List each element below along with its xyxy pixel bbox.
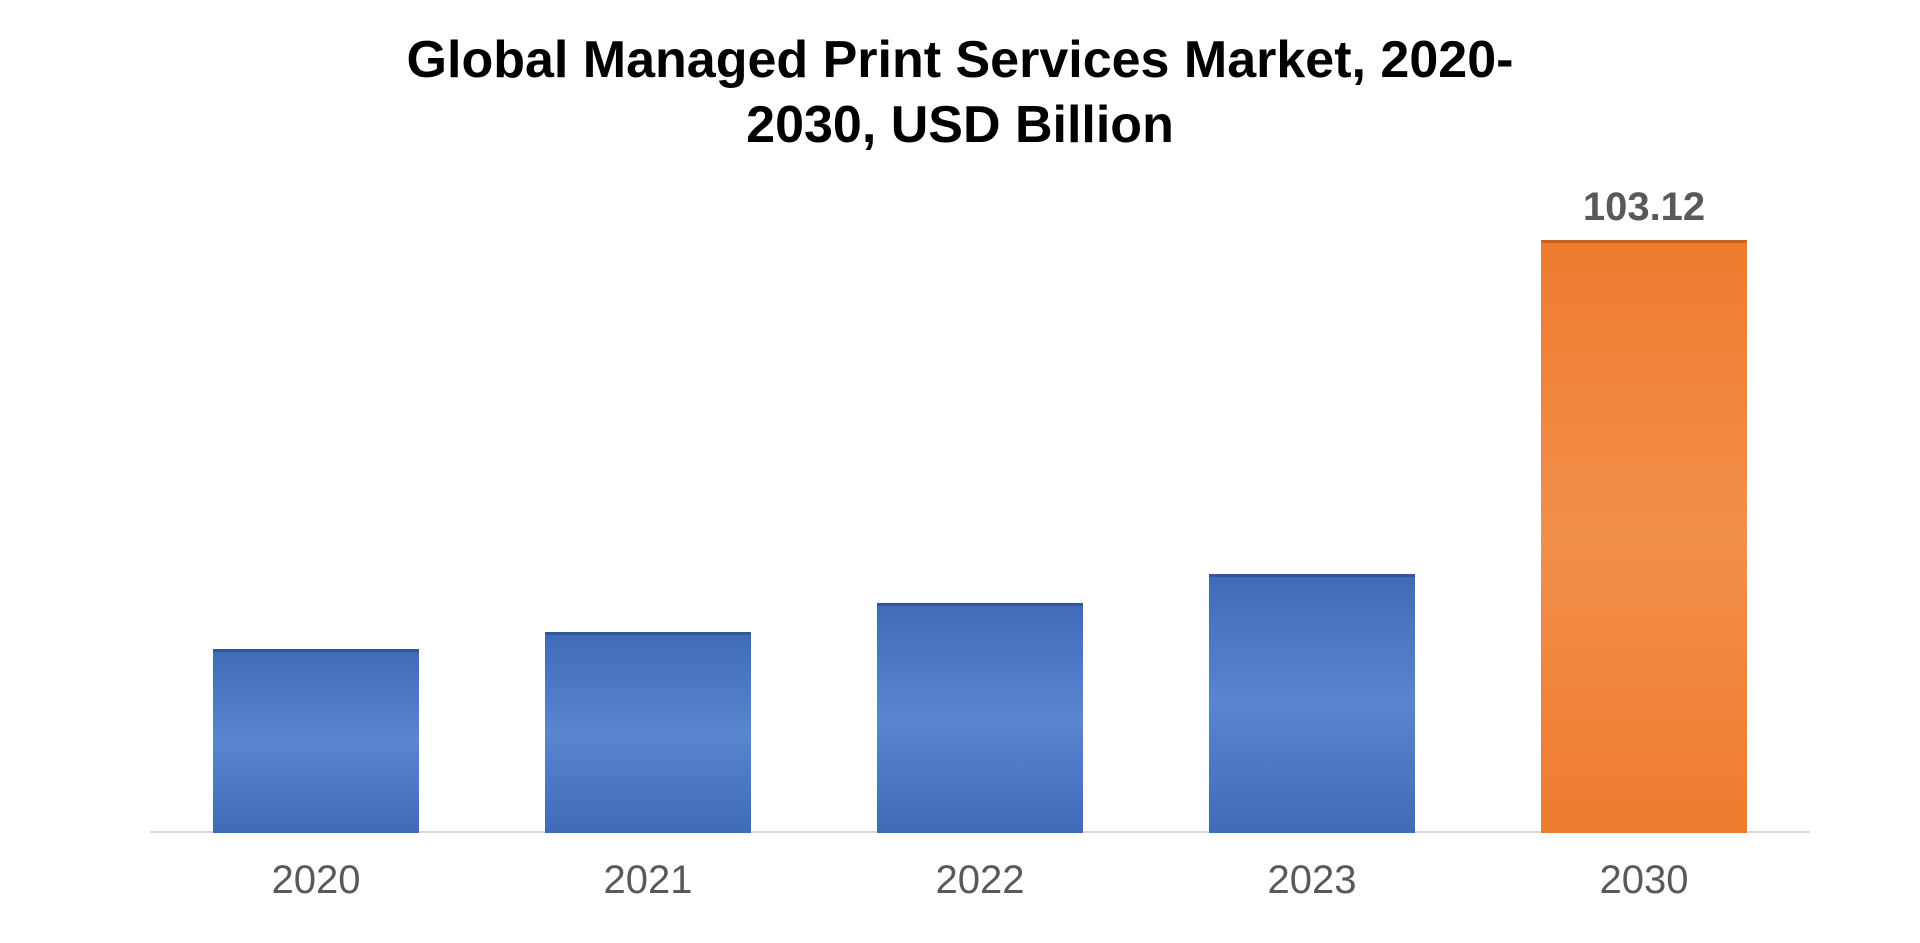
chart-title: Global Managed Print Services Market, 20… bbox=[0, 28, 1920, 158]
bar-slot: 103.12 bbox=[1478, 200, 1810, 833]
x-axis-label: 2022 bbox=[814, 858, 1146, 903]
bar-slot bbox=[482, 200, 814, 833]
bar bbox=[1209, 574, 1415, 833]
bar: 103.12 bbox=[1541, 240, 1747, 833]
x-axis-label: 2030 bbox=[1478, 858, 1810, 903]
bar bbox=[213, 649, 419, 833]
x-axis-labels: 20202021202220232030 bbox=[150, 858, 1810, 903]
bar-value-label: 103.12 bbox=[1438, 185, 1850, 230]
x-axis-label: 2021 bbox=[482, 858, 814, 903]
x-axis-label: 2020 bbox=[150, 858, 482, 903]
bar bbox=[545, 632, 751, 833]
bar-slot bbox=[150, 200, 482, 833]
bar-chart: Global Managed Print Services Market, 20… bbox=[0, 0, 1920, 943]
bar-slot bbox=[814, 200, 1146, 833]
bars-container: 103.12 bbox=[150, 200, 1810, 833]
plot-area: 103.12 bbox=[150, 200, 1810, 833]
bar-slot bbox=[1146, 200, 1478, 833]
bar bbox=[877, 603, 1083, 833]
x-axis-label: 2023 bbox=[1146, 858, 1478, 903]
